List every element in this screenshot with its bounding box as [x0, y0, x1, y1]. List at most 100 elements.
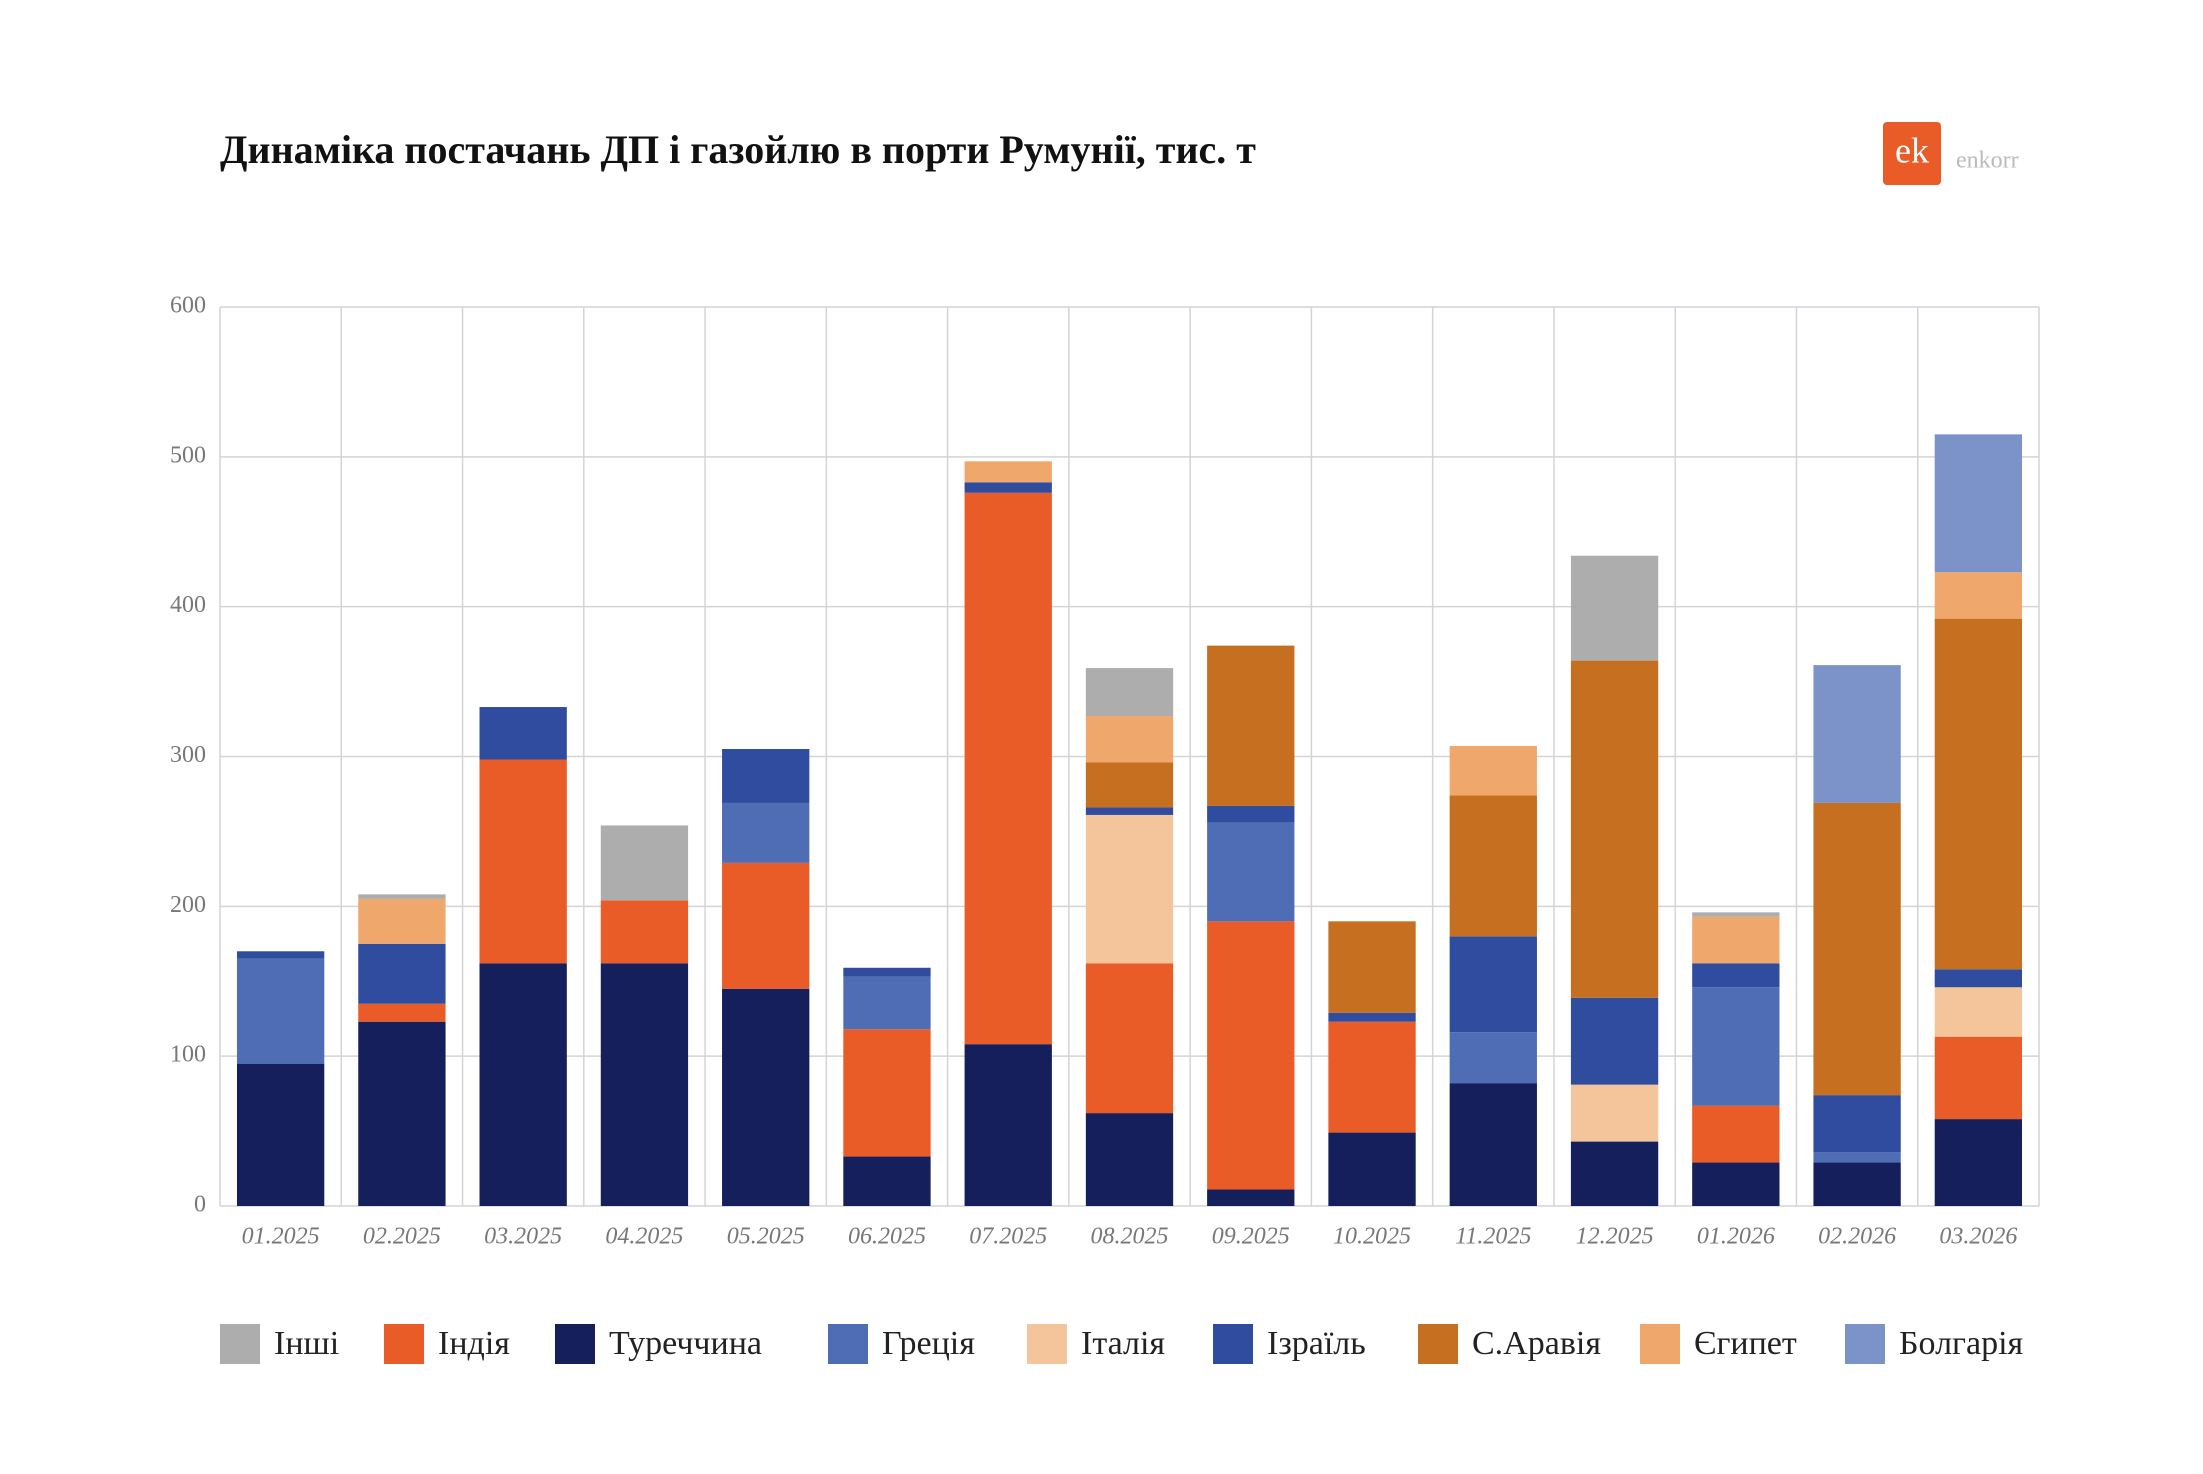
bar-segment	[1813, 802, 1901, 1096]
bar-segment	[1813, 1162, 1901, 1206]
bar-segment	[1328, 1132, 1416, 1206]
bar-segment	[1328, 1021, 1416, 1133]
bar-segment	[1813, 1095, 1901, 1153]
logo-name: enkorr	[1956, 148, 2019, 174]
bar-segment	[1570, 997, 1659, 1085]
bar-segment	[236, 951, 325, 959]
y-tick-label: 300	[170, 742, 206, 768]
y-tick-label: 100	[170, 1042, 206, 1068]
bar-segment	[479, 963, 567, 1206]
legend-label: Ізраїль	[1267, 1325, 1366, 1362]
bar-segment	[1813, 1152, 1901, 1163]
bar-segment	[358, 1003, 446, 1022]
bar-segment	[1328, 1012, 1416, 1022]
legend-swatch	[555, 1324, 595, 1364]
bar-segment	[1085, 1113, 1174, 1206]
bar-segment	[358, 898, 446, 944]
bar-segment	[722, 749, 810, 803]
bar-segment	[843, 976, 931, 1030]
bar-segment	[1934, 618, 2023, 970]
bar-segment	[479, 759, 567, 964]
bar-segment	[1934, 434, 2023, 573]
bar-segment	[358, 943, 446, 1004]
legend-label: Індія	[438, 1325, 510, 1362]
bar-segment	[1085, 668, 1174, 717]
bar-segment	[1813, 665, 1901, 803]
bar-segment	[1449, 1083, 1537, 1206]
y-tick-label: 0	[194, 1192, 206, 1218]
bar-segment	[964, 461, 1052, 483]
x-tick-label: 10.2025	[1333, 1224, 1411, 1250]
chart-title: Динаміка постачань ДП і газойлю в порти …	[220, 127, 1256, 172]
legend-label: Болгарія	[1899, 1325, 2024, 1362]
bar-segment	[1934, 1119, 2023, 1206]
x-tick-label: 11.2025	[1455, 1224, 1531, 1250]
y-tick-label: 500	[170, 442, 206, 468]
x-tick-label: 02.2026	[1818, 1224, 1896, 1250]
logo-box	[1883, 122, 1941, 185]
bar-segment	[600, 900, 689, 964]
x-tick-label: 08.2025	[1091, 1224, 1169, 1250]
bar-segment	[1085, 716, 1174, 763]
bar-segment	[722, 862, 810, 989]
legend-swatch	[1845, 1324, 1885, 1364]
bar-segment	[1449, 1032, 1537, 1084]
bar-segment	[358, 894, 446, 899]
x-tick-label: 06.2025	[848, 1224, 926, 1250]
x-tick-label: 03.2026	[1939, 1224, 2017, 1250]
bar-segment	[1449, 795, 1537, 937]
x-tick-label: 01.2025	[242, 1224, 320, 1250]
bar-segment	[1934, 969, 2023, 988]
bar-segment	[1692, 912, 1780, 917]
bar-segment	[1328, 921, 1416, 1013]
legend-label: Єгипет	[1694, 1325, 1797, 1362]
bar-segment	[722, 988, 810, 1206]
bar-segment	[1570, 555, 1659, 661]
bar-segment	[1692, 1105, 1780, 1163]
bar-segment	[1085, 963, 1174, 1114]
bar-segment	[1207, 805, 1295, 823]
bar-segment	[964, 482, 1052, 493]
bar-segment	[1449, 936, 1537, 1033]
x-tick-label: 12.2025	[1576, 1224, 1654, 1250]
y-tick-label: 600	[170, 293, 206, 319]
bar-segment	[236, 958, 325, 1064]
bar-segment	[358, 1021, 446, 1206]
bar-segment	[1934, 572, 2023, 619]
legend-label: Інші	[274, 1325, 339, 1362]
bar-segment	[964, 1044, 1052, 1206]
bar-segment	[479, 707, 567, 760]
bar-segment	[1692, 1162, 1780, 1206]
bar-segment	[1085, 807, 1174, 815]
bar-segment	[843, 1029, 931, 1157]
bar-segment	[236, 1063, 325, 1206]
x-tick-label: 09.2025	[1212, 1224, 1290, 1250]
bar-segment	[1085, 762, 1174, 808]
bar-segment	[1570, 660, 1659, 998]
legend-swatch	[1027, 1324, 1067, 1364]
x-tick-label: 02.2025	[363, 1224, 441, 1250]
bar-segment	[843, 967, 931, 977]
bar-segment	[1207, 921, 1295, 1190]
bar-segment	[964, 492, 1052, 1045]
x-tick-label: 03.2025	[484, 1224, 562, 1250]
x-tick-label: 05.2025	[727, 1224, 805, 1250]
bar-segment	[722, 802, 810, 863]
bar-segment	[1207, 822, 1295, 922]
x-tick-label: 01.2026	[1697, 1224, 1775, 1250]
bar-segment	[1449, 746, 1537, 796]
y-tick-label: 400	[170, 592, 206, 618]
legend-label: С.Аравія	[1472, 1325, 1601, 1362]
legend-swatch	[384, 1324, 424, 1364]
bar-segment	[1934, 987, 2023, 1037]
x-tick-label: 04.2025	[605, 1224, 683, 1250]
legend-label: Греція	[882, 1325, 975, 1362]
bar-segment	[843, 1156, 931, 1206]
legend-swatch	[220, 1324, 260, 1364]
legend-swatch	[1640, 1324, 1680, 1364]
bar-segment	[1207, 1189, 1295, 1206]
bar-segment	[1934, 1036, 2023, 1120]
y-tick-label: 200	[170, 892, 206, 918]
bar-segment	[600, 963, 689, 1206]
